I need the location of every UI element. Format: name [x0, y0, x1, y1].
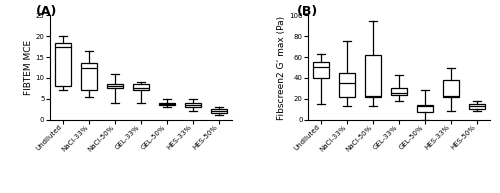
- PathPatch shape: [107, 84, 122, 88]
- Y-axis label: FIBTEM MCE: FIBTEM MCE: [24, 40, 32, 95]
- PathPatch shape: [159, 103, 174, 105]
- Text: (A): (A): [36, 5, 57, 18]
- PathPatch shape: [469, 104, 485, 109]
- Text: (B): (B): [298, 5, 318, 18]
- PathPatch shape: [55, 42, 71, 86]
- PathPatch shape: [81, 63, 97, 91]
- PathPatch shape: [340, 73, 355, 97]
- PathPatch shape: [418, 105, 433, 112]
- PathPatch shape: [443, 80, 459, 97]
- PathPatch shape: [366, 55, 381, 97]
- PathPatch shape: [133, 84, 148, 91]
- PathPatch shape: [392, 88, 407, 95]
- Y-axis label: Fibscreen2 G’ max (Pa): Fibscreen2 G’ max (Pa): [278, 15, 286, 120]
- PathPatch shape: [211, 109, 226, 113]
- PathPatch shape: [314, 62, 329, 78]
- PathPatch shape: [185, 103, 200, 107]
